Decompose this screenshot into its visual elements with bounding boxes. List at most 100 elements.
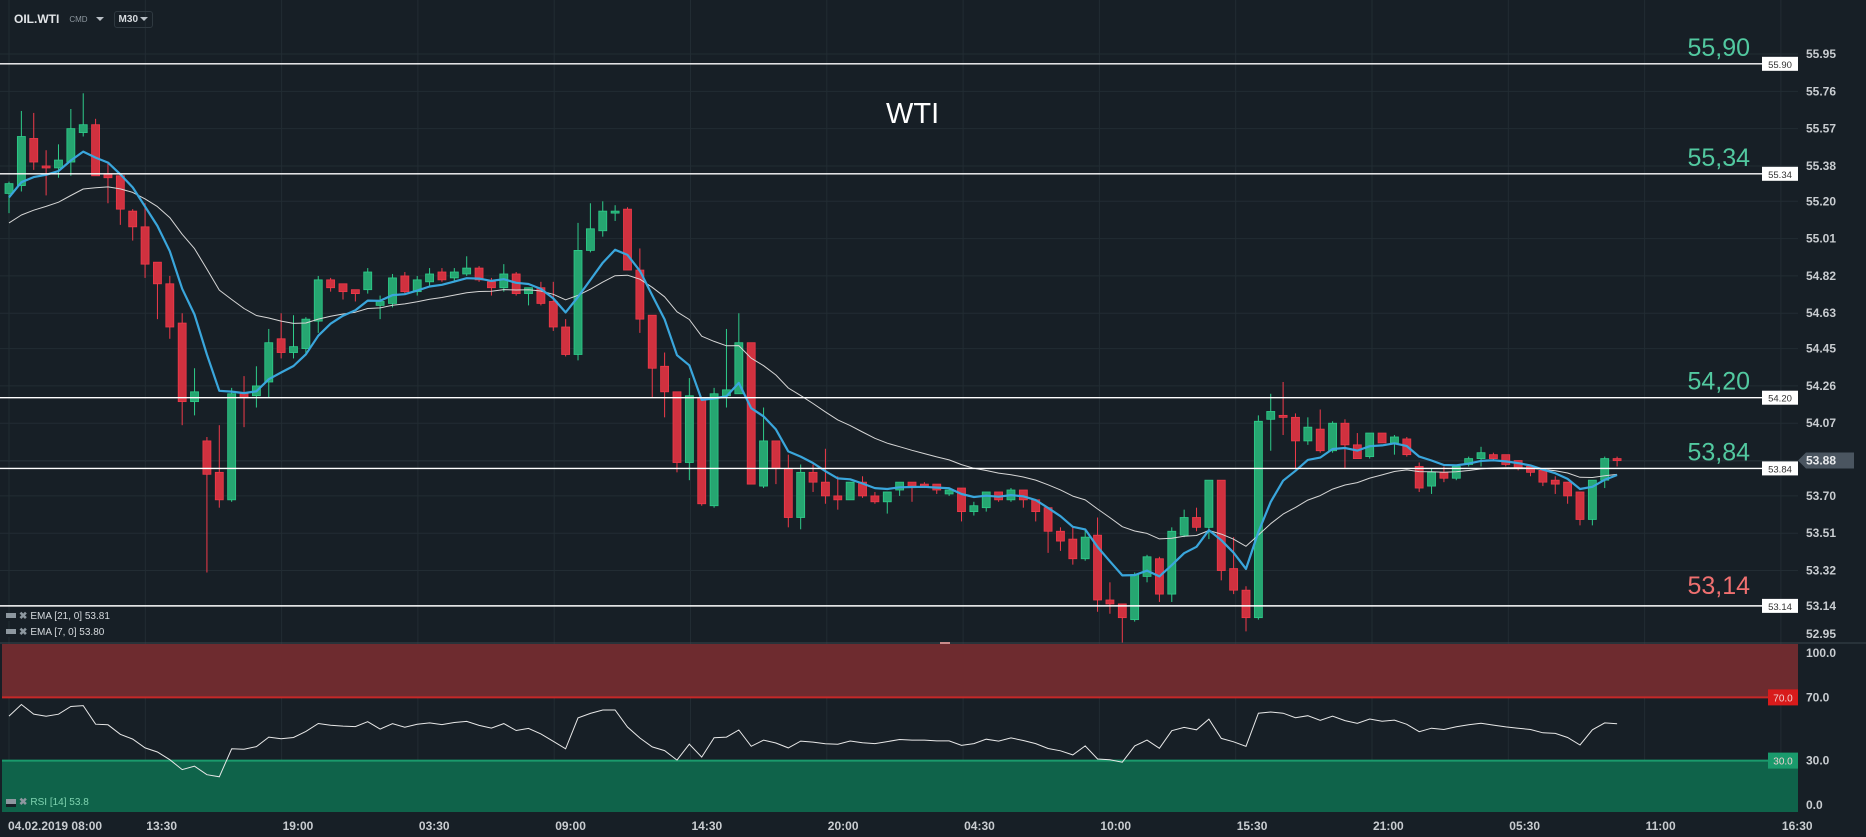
- candle-bearish: [140, 203, 150, 278]
- candle-body: [598, 210, 608, 232]
- legend-ema7-label: EMA [7, 0] 53.80: [30, 627, 105, 638]
- candle-bearish: [128, 209, 138, 241]
- candle-bullish: [796, 464, 806, 530]
- price-axis-label: 55.76: [1806, 84, 1836, 98]
- level-price-tag: [1762, 390, 1798, 405]
- candle-body: [1439, 471, 1449, 479]
- candle-bearish: [1352, 433, 1362, 459]
- candle-body: [1390, 436, 1399, 444]
- legend-rsi[interactable]: ✖ RSI [14] 53.8: [6, 797, 89, 809]
- candle-bullish: [610, 205, 620, 221]
- candle-body: [1538, 469, 1548, 483]
- remove-icon[interactable]: ✖: [19, 611, 28, 622]
- settings-icon[interactable]: [6, 799, 16, 807]
- candle-body: [177, 322, 187, 403]
- toolbar: OIL.WTI CMD M30: [14, 10, 153, 28]
- candle-body: [449, 271, 459, 279]
- candle-body: [375, 301, 385, 306]
- candle-bearish: [1291, 413, 1300, 469]
- candle-bullish: [734, 313, 744, 395]
- candle-body: [425, 273, 434, 283]
- candle-bullish: [1303, 417, 1313, 445]
- candle-body: [1179, 517, 1189, 536]
- rsi-overbought-zone: [2, 644, 1798, 698]
- price-axis-label: 54.63: [1806, 306, 1836, 320]
- candle-body: [140, 226, 150, 265]
- candle-bearish: [660, 352, 670, 418]
- candle-body: [1253, 420, 1263, 619]
- price-axis-label: 54.07: [1806, 416, 1836, 430]
- level-price-tag-label: 53.14: [1768, 602, 1792, 613]
- candle-bullish: [363, 268, 373, 294]
- candle-body: [759, 440, 768, 487]
- candle-body: [1080, 536, 1090, 560]
- candle-body: [981, 491, 991, 509]
- candle-body: [487, 281, 496, 289]
- candle-bullish: [1476, 446, 1486, 467]
- candle-body: [91, 124, 100, 177]
- time-axis-label: 03:30: [419, 819, 450, 833]
- candle-body: [821, 481, 830, 497]
- candle-bearish: [29, 112, 39, 170]
- level-price-tag-label: 54.20: [1768, 394, 1792, 405]
- candle-bullish: [499, 264, 509, 292]
- candle-body: [41, 165, 51, 169]
- legend-ema7[interactable]: ✖ EMA [7, 0] 53.80: [6, 627, 104, 639]
- symbol-label[interactable]: OIL.WTI: [14, 12, 60, 26]
- remove-icon[interactable]: ✖: [19, 627, 28, 638]
- remove-icon[interactable]: ✖: [19, 797, 28, 808]
- candle-bullish: [78, 93, 88, 137]
- candle-bullish: [412, 275, 422, 296]
- candle-bearish: [1056, 527, 1065, 551]
- candle-body: [1501, 454, 1511, 465]
- candle-body: [536, 287, 546, 304]
- candle-bullish: [895, 481, 905, 496]
- candle-body: [1105, 599, 1115, 605]
- candle-bearish: [1192, 507, 1201, 532]
- rsi-oversold-zone: [2, 760, 1798, 812]
- candle-body: [301, 318, 311, 350]
- time-axis-label: 14:30: [692, 819, 723, 833]
- rsi-level-tag: [1768, 689, 1798, 706]
- candle-bearish: [907, 481, 917, 502]
- candle-body: [326, 279, 336, 289]
- settings-icon[interactable]: [6, 629, 16, 637]
- candle-body: [54, 159, 63, 169]
- legend-ema21[interactable]: ✖ EMA [21, 0] 53.81: [6, 611, 110, 623]
- current-price-label: 53.88: [1806, 454, 1836, 468]
- category-dropdown[interactable]: CMD: [69, 15, 104, 24]
- time-axis-label: 04.02.2019 08:00: [8, 819, 102, 833]
- candle-bearish: [647, 314, 657, 398]
- candle-body: [1068, 538, 1078, 560]
- time-axis-label: 11:00: [1646, 819, 1676, 833]
- settings-icon[interactable]: [6, 613, 16, 621]
- candle-bearish: [548, 281, 558, 331]
- rsi-level-tag: [1768, 752, 1798, 769]
- candle-bullish: [1142, 554, 1152, 583]
- timeframe-dropdown[interactable]: M30: [113, 10, 153, 28]
- legend-ema21-label: EMA [21, 0] 53.81: [30, 611, 110, 622]
- candle-body: [1093, 534, 1102, 601]
- candle-bearish: [1093, 517, 1102, 612]
- candle-bearish: [437, 268, 447, 282]
- candle-bullish: [1253, 415, 1263, 620]
- rsi-axis-label: 0.0: [1806, 798, 1823, 812]
- candle-bullish: [1266, 393, 1276, 451]
- candle-bullish: [449, 268, 459, 282]
- candle-body: [1303, 426, 1313, 442]
- candle-bearish: [932, 483, 942, 494]
- candle-body: [585, 228, 595, 251]
- candle-body: [400, 275, 410, 293]
- price-axis-label: 55.57: [1806, 122, 1836, 136]
- pane-resize-handle[interactable]: [940, 642, 950, 645]
- candle-bearish: [833, 476, 843, 510]
- level-annotation: 55,90: [1687, 34, 1750, 62]
- candle-body: [783, 468, 793, 518]
- candle-body: [16, 136, 26, 186]
- candle-body: [957, 487, 966, 513]
- candle-body: [1340, 422, 1350, 446]
- candle-body: [29, 138, 39, 163]
- candle-body: [202, 440, 212, 475]
- candle-bearish: [1043, 507, 1053, 553]
